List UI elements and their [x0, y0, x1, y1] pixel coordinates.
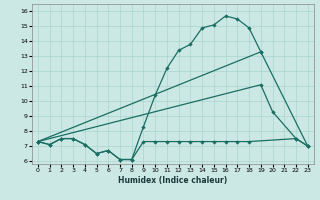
- X-axis label: Humidex (Indice chaleur): Humidex (Indice chaleur): [118, 176, 228, 185]
